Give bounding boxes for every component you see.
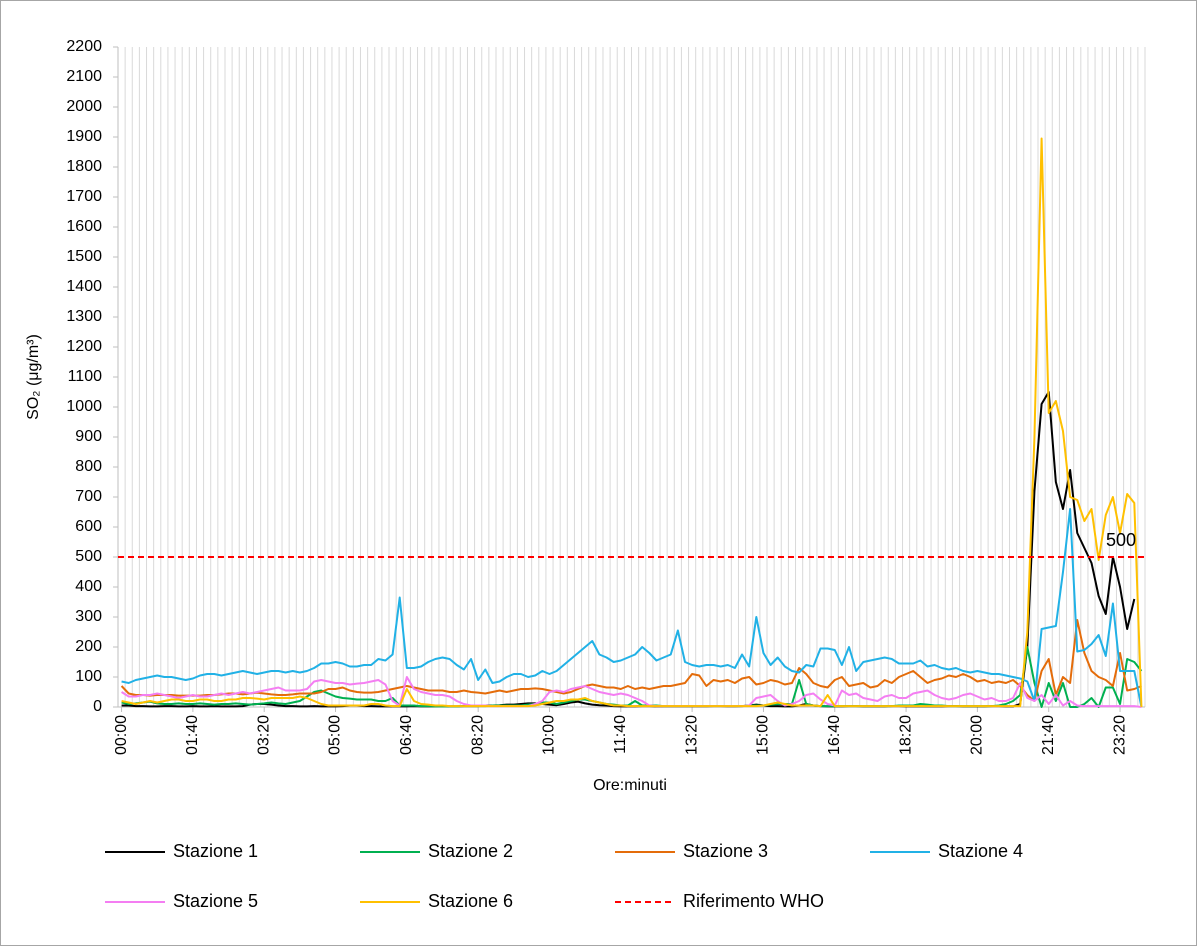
- x-axis-label: Ore:minuti: [593, 777, 667, 794]
- y-tick-label: 2200: [66, 38, 102, 55]
- x-tick-label: 03:20: [255, 715, 272, 755]
- legend-label: Stazione 6: [428, 891, 513, 911]
- y-tick-label: 600: [75, 518, 102, 535]
- series-line: [121, 137, 1143, 708]
- y-tick-label: 1900: [66, 128, 102, 145]
- x-tick-label: 20:00: [969, 715, 986, 755]
- x-tick-label: 13:20: [683, 715, 700, 755]
- y-axis-label: SO₂ (μg/m³): [25, 334, 42, 420]
- y-tick-label: 700: [75, 488, 102, 505]
- y-tick-label: 500: [75, 548, 102, 565]
- x-tick-label: 21:40: [1040, 715, 1057, 755]
- x-tick-label: 08:20: [469, 715, 486, 755]
- y-tick-label: 1500: [66, 248, 102, 265]
- legend-label: Stazione 5: [173, 891, 258, 911]
- y-tick-label: 300: [75, 608, 102, 625]
- reference-label: 500: [1106, 530, 1136, 550]
- y-tick-label: 200: [75, 638, 102, 655]
- x-tick-label: 15:00: [755, 715, 772, 755]
- y-tick-label: 400: [75, 578, 102, 595]
- legend-label: Stazione 4: [938, 841, 1023, 861]
- x-tick-label: 01:40: [184, 715, 201, 755]
- legend-label: Riferimento WHO: [683, 891, 824, 911]
- x-tick-label: 06:40: [398, 715, 415, 755]
- y-tick-label: 1400: [66, 278, 102, 295]
- y-tick-label: 1700: [66, 188, 102, 205]
- y-tick-label: 1000: [66, 398, 102, 415]
- series-line: [121, 508, 1143, 708]
- x-tick-label: 10:00: [541, 715, 558, 755]
- y-tick-label: 1200: [66, 338, 102, 355]
- x-tick-label: 23:20: [1111, 715, 1128, 755]
- legend-label: Stazione 2: [428, 841, 513, 861]
- y-tick-label: 2100: [66, 68, 102, 85]
- x-tick-label: 16:40: [826, 715, 843, 755]
- x-tick-label: 05:00: [327, 715, 344, 755]
- legend-label: Stazione 1: [173, 841, 258, 861]
- x-tick-label: 00:00: [113, 715, 130, 755]
- y-tick-label: 1300: [66, 308, 102, 325]
- series-line: [120, 619, 1142, 702]
- y-tick-label: 1800: [66, 158, 102, 175]
- x-tick-label: 11:40: [612, 715, 629, 754]
- y-tick-label: 900: [75, 428, 102, 445]
- y-tick-label: 1100: [68, 368, 103, 385]
- y-tick-label: 100: [75, 668, 102, 685]
- legend-label: Stazione 3: [683, 841, 768, 861]
- y-tick-label: 1600: [66, 218, 102, 235]
- y-tick-label: 2000: [66, 98, 102, 115]
- y-tick-label: 800: [75, 458, 102, 475]
- x-tick-label: 18:20: [897, 715, 914, 755]
- series-line: [121, 676, 1142, 708]
- y-tick-label: 0: [93, 698, 102, 715]
